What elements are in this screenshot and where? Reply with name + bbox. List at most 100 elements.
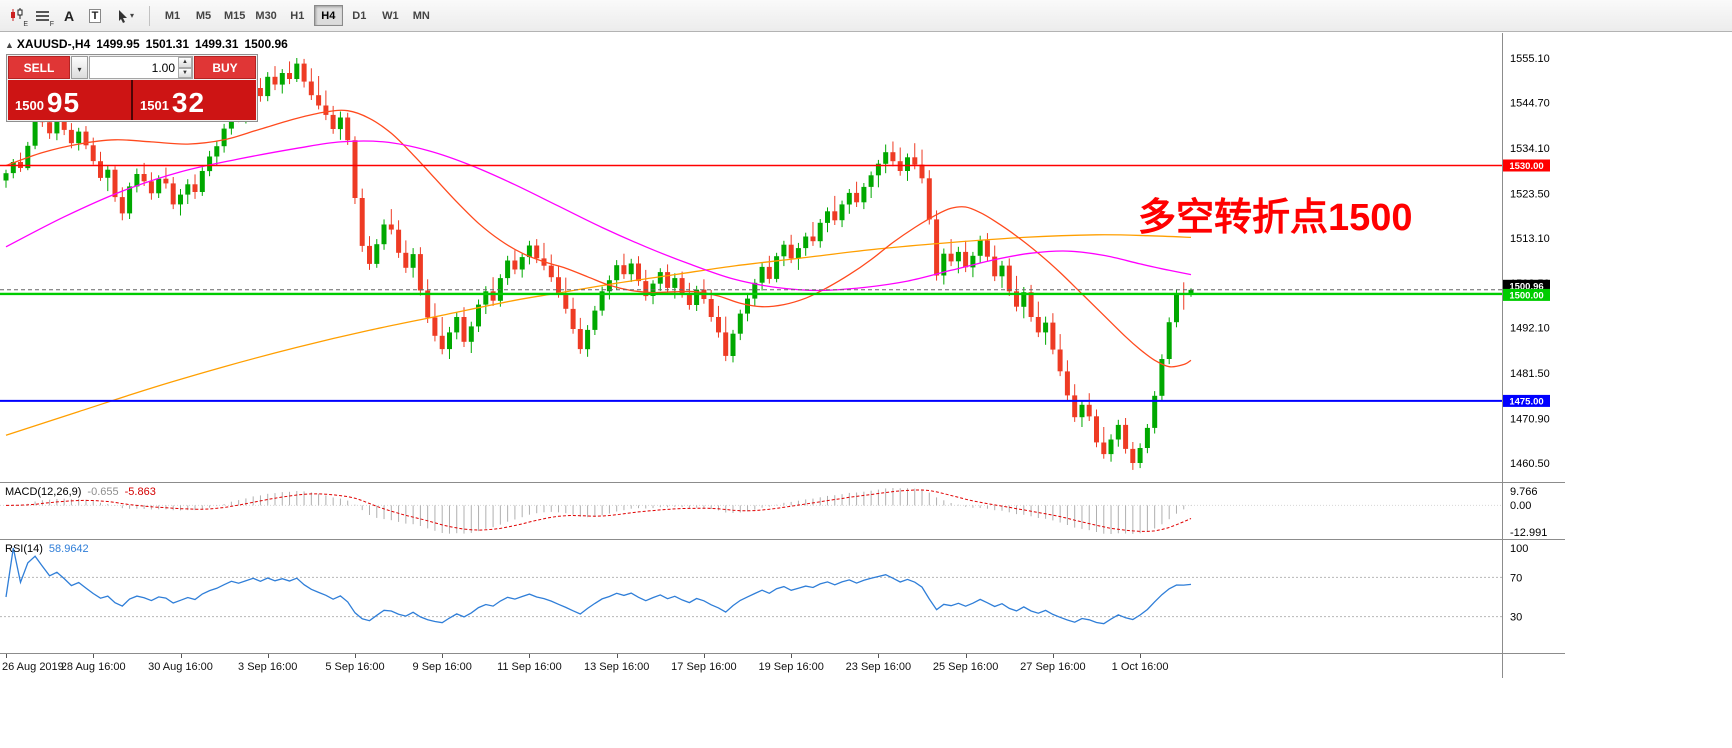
svg-text:-12.991: -12.991 xyxy=(1510,527,1547,539)
timeframe-m1-button[interactable]: M1 xyxy=(158,5,187,26)
svg-text:1500.00: 1500.00 xyxy=(1509,290,1543,301)
time-axis-tick xyxy=(616,654,618,658)
add-text-button[interactable]: A xyxy=(56,3,82,29)
low-value: 1499.31 xyxy=(195,37,239,51)
bar-chart-mode-button[interactable]: F xyxy=(30,3,56,29)
time-axis-label: 1 Oct 16:00 xyxy=(1111,661,1169,673)
toolbar-separator xyxy=(149,5,150,26)
time-axis-label: 28 Aug 16:00 xyxy=(60,661,126,673)
macd-chart[interactable]: 9.766 0.00 -12.991 xyxy=(0,483,1565,539)
high-value: 1501.31 xyxy=(145,37,190,51)
chevron-down-icon: ▾ xyxy=(129,11,134,20)
time-axis-label: 13 Sep 16:00 xyxy=(583,661,650,673)
time-axis-tick xyxy=(791,654,793,658)
buy-button[interactable]: BUY xyxy=(194,56,256,79)
time-axis-label: 25 Sep 16:00 xyxy=(932,661,999,673)
time-axis-tick xyxy=(442,654,444,658)
bid-pips-digits: 95 xyxy=(46,87,81,118)
macd-signal-value: -5.863 xyxy=(124,486,156,498)
svg-text:1460.50: 1460.50 xyxy=(1510,458,1550,470)
time-axis[interactable]: 26 Aug 2019 28 Aug 16:00 30 Aug 16:00 3 Sep… xyxy=(0,653,1565,678)
time-axis-tick xyxy=(93,654,95,658)
svg-text:100: 100 xyxy=(1510,543,1528,555)
time-axis-label: 19 Sep 16:00 xyxy=(758,661,824,673)
svg-text:1534.10: 1534.10 xyxy=(1510,143,1550,155)
bid-price-display[interactable]: 1500 95 xyxy=(8,80,131,120)
svg-text:1492.10: 1492.10 xyxy=(1510,323,1550,335)
close-value: 1500.96 xyxy=(244,37,288,51)
time-axis-tick xyxy=(878,654,880,658)
macd-name: MACD(12,26,9) xyxy=(5,486,82,498)
macd-panel: 9.766 0.00 -12.991 MACD(12,26,9) -0.655 -5.8… xyxy=(0,482,1565,539)
volume-input[interactable] xyxy=(90,57,192,78)
macd-label: MACD(12,26,9) -0.655 -5.863 xyxy=(5,486,156,498)
candlestick-mode-button[interactable]: E xyxy=(4,3,30,29)
bars-icon xyxy=(36,10,49,21)
time-axis-tick xyxy=(965,654,967,658)
time-axis-tick xyxy=(703,654,705,658)
one-click-trading-panel: SELL ▾ ▲ ▼ BUY 1500 95 1501 xyxy=(6,54,258,122)
timeframes-toolbar: M1 M5 M15 M30 H1 H4 D1 W1 MN xyxy=(157,0,437,31)
timeframe-d1-button[interactable]: D1 xyxy=(345,5,374,26)
volume-spinner: ▲ ▼ xyxy=(178,57,192,78)
time-axis-label: 26 Aug 2019 xyxy=(2,661,64,673)
timeframe-h1-button[interactable]: H1 xyxy=(283,5,312,26)
time-axis-label: 9 Sep 16:00 xyxy=(412,661,472,673)
rsi-value: 58.9642 xyxy=(48,543,89,555)
ask-main-digits: 1501 xyxy=(140,98,169,113)
time-axis-label: 23 Sep 16:00 xyxy=(845,661,912,673)
time-axis-label: 11 Sep 16:00 xyxy=(497,661,562,673)
volume-field: ▲ ▼ xyxy=(89,56,193,79)
time-axis-label: 3 Sep 16:00 xyxy=(238,661,298,673)
ask-price-display[interactable]: 1501 32 xyxy=(133,80,256,120)
svg-text:1513.10: 1513.10 xyxy=(1510,233,1550,245)
timeframe-m5-button[interactable]: M5 xyxy=(189,5,218,26)
svg-text:9.766: 9.766 xyxy=(1510,486,1538,498)
toolbar: E F A T ▾ M xyxy=(0,0,1732,32)
sell-button[interactable]: SELL xyxy=(8,56,70,79)
svg-text:1470.90: 1470.90 xyxy=(1510,414,1550,426)
svg-text:1544.70: 1544.70 xyxy=(1510,98,1550,110)
add-text-label-button[interactable]: T xyxy=(82,3,108,29)
cursor-tool-button[interactable]: ▾ xyxy=(108,3,142,29)
candlestick-chart[interactable]: 1555.101544.701534.101523.501513.101502.… xyxy=(0,33,1565,482)
main-chart-panel: 1555.101544.701534.101523.501513.101502.… xyxy=(0,33,1565,482)
one-click-collapse-button[interactable]: ▲ xyxy=(5,40,14,50)
time-axis-label: 27 Sep 16:00 xyxy=(1020,661,1086,673)
chevron-down-icon: ▾ xyxy=(77,65,82,74)
time-axis-label: 17 Sep 16:00 xyxy=(671,661,737,673)
symbol-period-label: XAUUSD-,H4 xyxy=(16,37,91,51)
chart-header: ▲ XAUUSD-,H4 1499.95 1501.31 1499.31 1500.96 xyxy=(5,37,294,51)
chart-text-annotation[interactable]: 多空转折点1500 xyxy=(1138,197,1413,239)
svg-text:1500.96: 1500.96 xyxy=(1509,281,1543,292)
time-axis-tick xyxy=(267,654,269,658)
timeframe-mn-button[interactable]: MN xyxy=(407,5,436,26)
order-options-dropdown[interactable]: ▾ xyxy=(71,56,88,79)
line-studies-toolbar: E F A T ▾ xyxy=(4,0,142,31)
time-axis-tick xyxy=(529,654,531,658)
timeframe-w1-button[interactable]: W1 xyxy=(376,5,405,26)
svg-text:1530.00: 1530.00 xyxy=(1509,161,1543,172)
svg-text:1475.00: 1475.00 xyxy=(1509,396,1543,407)
open-value: 1499.95 xyxy=(96,37,140,51)
time-axis-tick xyxy=(355,654,356,658)
tool-sub-f-label: F xyxy=(49,20,54,28)
volume-up-button[interactable]: ▲ xyxy=(178,57,192,68)
svg-text:1523.50: 1523.50 xyxy=(1510,188,1550,200)
timeframe-m30-button[interactable]: M30 xyxy=(251,5,280,26)
ask-pips-digits: 32 xyxy=(171,87,206,118)
rsi-chart[interactable]: 100 70 30 xyxy=(0,540,1565,653)
svg-text:70: 70 xyxy=(1510,572,1522,584)
time-axis-label: 5 Sep 16:00 xyxy=(325,661,385,673)
svg-text:0.00: 0.00 xyxy=(1510,500,1531,512)
time-axis-tick xyxy=(1140,654,1142,658)
rsi-panel: 100 70 30 RSI(14) 58.9642 xyxy=(0,539,1565,653)
timeframe-h4-button[interactable]: H4 xyxy=(313,5,343,26)
time-axis-tick xyxy=(180,654,182,658)
rsi-name: RSI(14) xyxy=(5,543,43,555)
timeframe-m15-button[interactable]: M15 xyxy=(220,5,249,26)
candlestick-chart-icon xyxy=(11,8,23,21)
macd-main-value: -0.655 xyxy=(87,486,119,498)
volume-down-button[interactable]: ▼ xyxy=(178,67,192,78)
